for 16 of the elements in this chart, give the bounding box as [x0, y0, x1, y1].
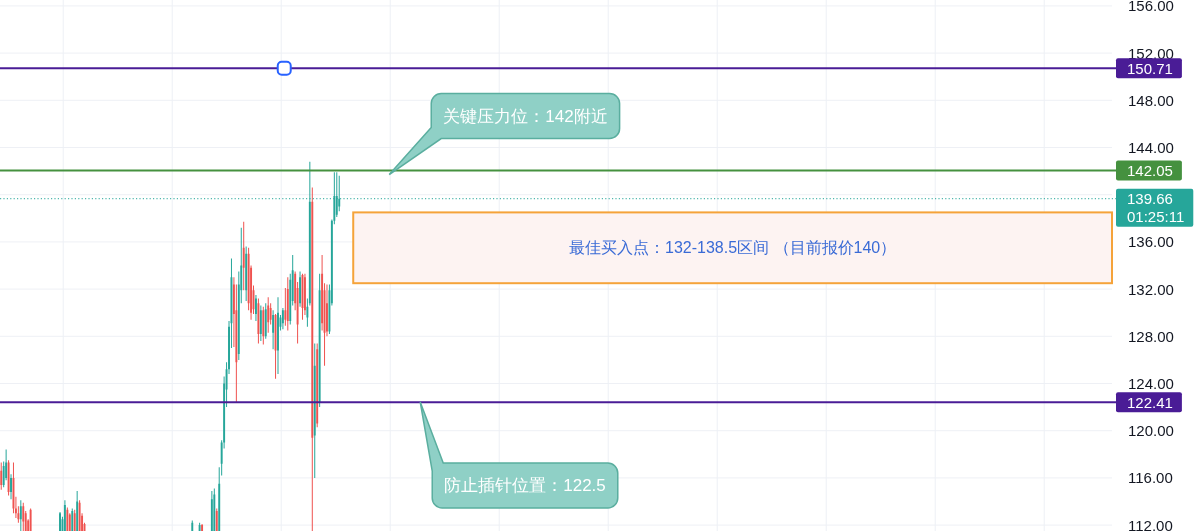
ref-line-label: 150.71 — [1127, 59, 1173, 77]
annotation: 防止插针位置：122.5 — [444, 476, 606, 495]
y-tick-label: 112.00 — [1128, 516, 1173, 531]
ref-line-label: 122.41 — [1127, 393, 1173, 411]
y-tick-label: 148.00 — [1128, 91, 1174, 109]
y-tick-label: 120.00 — [1128, 422, 1174, 440]
ref-line-label: 142.05 — [1127, 162, 1173, 180]
y-tick-label: 128.00 — [1128, 327, 1174, 345]
y-tick-label: 156.00 — [1128, 0, 1174, 15]
y-tick-label: 124.00 — [1128, 375, 1174, 392]
annotation: 关键压力位：142附近 — [443, 106, 608, 126]
y-tick-label: 116.00 — [1128, 469, 1173, 487]
ref-line-label: 139.66 01:25:11 — [1127, 190, 1185, 226]
y-tick-label: 132.00 — [1128, 280, 1174, 298]
y-tick-label: 144.00 — [1128, 139, 1174, 156]
y-tick-label: 136.00 — [1128, 233, 1174, 251]
